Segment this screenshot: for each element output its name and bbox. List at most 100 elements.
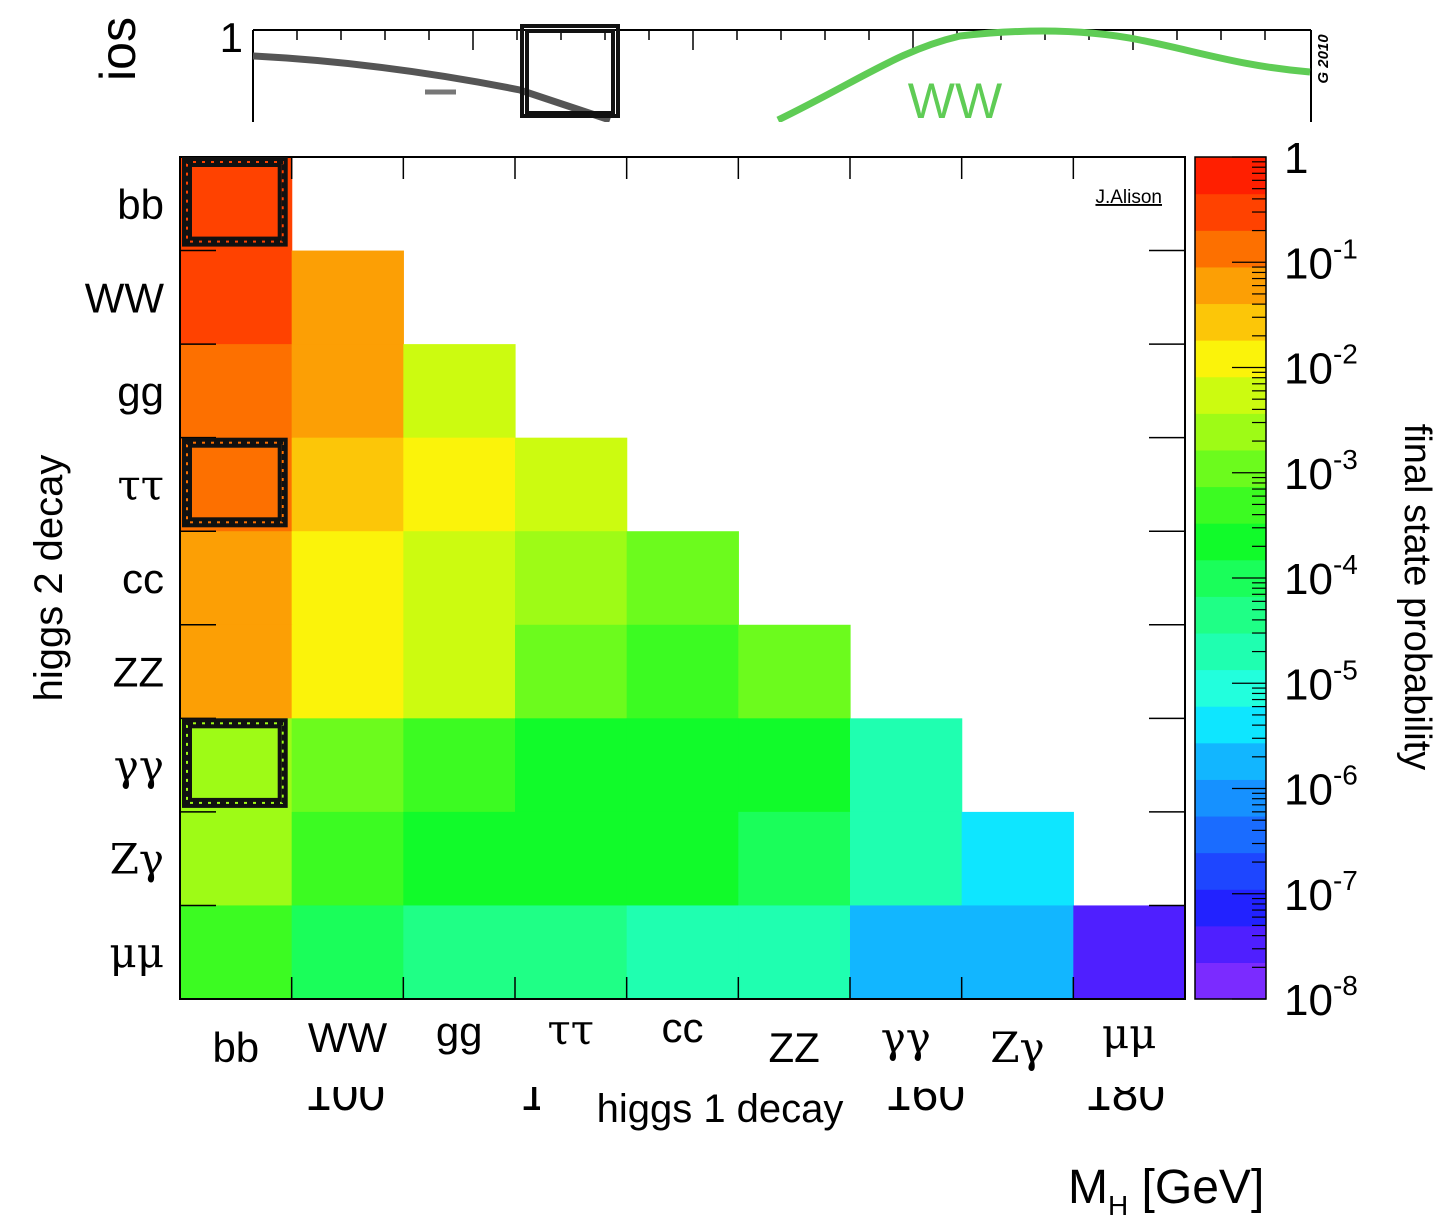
colorbar-tick-exponent: -3 bbox=[1333, 444, 1358, 475]
x-tick-label: bb bbox=[212, 1024, 259, 1071]
heatmap-cell bbox=[403, 718, 515, 812]
y-tick-label: Zγ bbox=[110, 835, 164, 884]
heatmap-cell bbox=[850, 718, 962, 812]
bg-ytick-top: 1 bbox=[220, 14, 243, 61]
x-tick-label: μμ bbox=[1102, 1009, 1157, 1058]
heatmap-cell bbox=[1073, 905, 1185, 999]
colorbar-tick-base: 10 bbox=[1284, 239, 1333, 288]
heatmap-cell bbox=[403, 905, 515, 999]
y-tick-label: gg bbox=[117, 368, 164, 415]
colorbar-swatch bbox=[1195, 486, 1266, 523]
heatmap-cell bbox=[962, 905, 1074, 999]
x-axis-title: higgs 1 decay bbox=[597, 1087, 844, 1131]
x-tick-label: ZZ bbox=[769, 1024, 820, 1071]
bg-sketch-box bbox=[522, 26, 618, 116]
heatmap-cell bbox=[627, 812, 739, 906]
colorbar-tick-base: 10 bbox=[1284, 345, 1333, 394]
heatmap-cell bbox=[850, 905, 962, 999]
heatmap-cell bbox=[292, 531, 404, 625]
heatmap-cell bbox=[403, 625, 515, 719]
heatmap-cell bbox=[292, 812, 404, 906]
bg-xlabel-sub: H bbox=[1108, 1190, 1128, 1217]
colorbar-tick-base: 10 bbox=[1284, 555, 1333, 604]
heatmap-cell bbox=[627, 718, 739, 812]
heatmap-cell bbox=[292, 905, 404, 999]
heatmap-cell bbox=[850, 812, 962, 906]
bg-watermark-fragment: G 2010 bbox=[1315, 34, 1332, 84]
heatmap-cell bbox=[292, 625, 404, 719]
heatmap-cell bbox=[627, 531, 739, 625]
heatmap-cell bbox=[403, 344, 515, 438]
heatmap-cell bbox=[403, 531, 515, 625]
heatmap-cell bbox=[627, 625, 739, 719]
bg-xlabel: MH [GeV] bbox=[1068, 1161, 1264, 1217]
y-tick-label: ZZ bbox=[113, 649, 164, 696]
colorbar-swatch bbox=[1195, 340, 1266, 377]
bg-ww-curve bbox=[778, 31, 1310, 120]
x-tick-label: γγ bbox=[881, 1013, 931, 1062]
colorbar-swatch bbox=[1195, 779, 1266, 816]
x-tick-label: WW bbox=[308, 1014, 388, 1061]
heatmap-cell bbox=[292, 251, 404, 345]
y-axis-title: higgs 2 decay bbox=[27, 455, 71, 702]
heatmap-cell bbox=[292, 344, 404, 438]
colorbar-swatch bbox=[1195, 450, 1266, 487]
heatmap-cell bbox=[738, 718, 850, 812]
bg-dark-curve bbox=[253, 56, 610, 120]
heatmap-cell bbox=[515, 438, 627, 532]
bg-xlabel-unit: [GeV] bbox=[1128, 1161, 1264, 1214]
colorbar-tick-base: 1 bbox=[1284, 134, 1308, 183]
heatmap-cell bbox=[180, 531, 292, 625]
x-tick-label: gg bbox=[436, 1008, 483, 1055]
colorbar-tick-exponent: -2 bbox=[1333, 339, 1358, 370]
colorbar-swatch bbox=[1195, 889, 1266, 926]
colorbar-tick-label: 1 bbox=[1284, 134, 1308, 183]
colorbar-tick-base: 10 bbox=[1284, 976, 1333, 1025]
colorbar-swatch bbox=[1195, 743, 1266, 780]
heatmap-cell bbox=[180, 251, 292, 345]
colorbar-tick-base: 10 bbox=[1284, 871, 1333, 920]
y-tick-label: ττ bbox=[118, 460, 164, 509]
colorbar-tick-exponent: -7 bbox=[1333, 865, 1358, 896]
colorbar-swatch bbox=[1195, 853, 1266, 890]
colorbar-swatch bbox=[1195, 303, 1266, 340]
colorbar-tick-base: 10 bbox=[1284, 766, 1333, 815]
heatmap-cell bbox=[738, 905, 850, 999]
colorbar-title: final state probability bbox=[1396, 424, 1438, 770]
heatmap-cell bbox=[515, 905, 627, 999]
heatmap-cell bbox=[515, 531, 627, 625]
heatmap-cell bbox=[180, 344, 292, 438]
y-tick-label: bb bbox=[117, 181, 164, 228]
heatmap-cell bbox=[180, 905, 292, 999]
colorbar-swatch bbox=[1195, 926, 1266, 963]
heatmap-cell bbox=[515, 812, 627, 906]
colorbar-swatch bbox=[1195, 377, 1266, 414]
bg-xlabel-main: M bbox=[1068, 1161, 1108, 1214]
colorbar-tick-exponent: -8 bbox=[1333, 970, 1358, 1001]
colorbar-tick-base: 10 bbox=[1284, 450, 1333, 499]
x-tick-label: Zγ bbox=[990, 1023, 1044, 1072]
colorbar-tick-exponent: -1 bbox=[1333, 233, 1358, 264]
heatmap-cell bbox=[962, 812, 1074, 906]
author-note: J.Alison bbox=[1095, 187, 1162, 208]
y-tick-label: γγ bbox=[114, 741, 164, 790]
colorbar-tick-exponent: -4 bbox=[1333, 549, 1358, 580]
colorbar-tick-exponent: -5 bbox=[1333, 654, 1358, 685]
heatmap-cell bbox=[738, 625, 850, 719]
heatmap-cell bbox=[738, 812, 850, 906]
y-tick-label: cc bbox=[122, 555, 164, 602]
colorbar-swatch bbox=[1195, 816, 1266, 853]
x-tick-label: ττ bbox=[548, 1005, 594, 1054]
heatmap-cell bbox=[292, 718, 404, 812]
bg-series-label: WW bbox=[908, 73, 1003, 129]
colorbar-swatch bbox=[1195, 413, 1266, 450]
heatmap-cell bbox=[180, 625, 292, 719]
heatmap-cell bbox=[292, 438, 404, 532]
heatmap-cell bbox=[515, 718, 627, 812]
y-tick-label: WW bbox=[85, 274, 165, 321]
heatmap-cell bbox=[403, 438, 515, 532]
colorbar-tick-exponent: -6 bbox=[1333, 760, 1358, 791]
y-tick-label: μμ bbox=[109, 928, 164, 977]
x-tick-label: cc bbox=[662, 1004, 704, 1051]
